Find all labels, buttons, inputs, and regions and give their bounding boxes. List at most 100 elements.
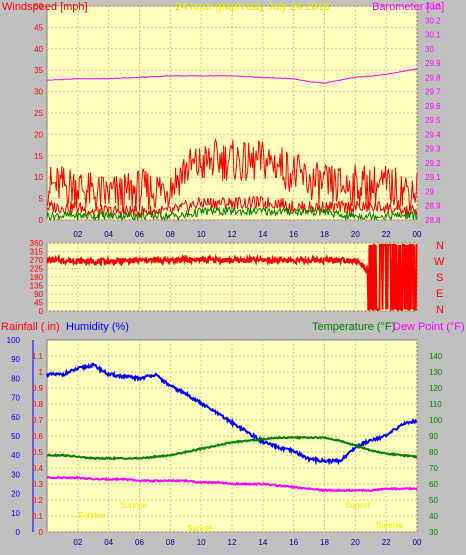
climate-time-tick-label: 10 <box>197 538 206 547</box>
windspeed-tick-label: 40 <box>34 45 43 54</box>
wind-tick-labels: 0 5 10 15 20 25 30 35 40 45 50 28.8 28.9 29 29.1 29.2 29… <box>34 2 441 239</box>
direction-tick-label: 360 <box>30 239 44 248</box>
dewpoint-axis-title: Dew Point (°F) <box>393 321 465 333</box>
temperature-line <box>46 435 418 461</box>
wind-time-tick-label: 04 <box>104 230 113 239</box>
direction-tick-label: 0 <box>39 307 44 316</box>
rainfall-tick-label: 0.3 <box>32 480 44 489</box>
barometer-tick-label: 29.8 <box>425 73 441 82</box>
sunset-annotation-2: Sunset <box>345 501 371 510</box>
climate-time-tick-label: 06 <box>135 538 144 547</box>
wind-line <box>46 195 418 218</box>
wind-series <box>46 68 418 222</box>
temperature-tick-label: 130 <box>429 368 443 377</box>
temperature-axis-title: Temperature (°F) <box>312 321 395 333</box>
wind-time-tick-label: 08 <box>166 230 175 239</box>
direction-tick-label: 45 <box>34 299 43 308</box>
sun-annotations: Sunrise Sunrise Sunset Sunset Sunrise <box>78 501 404 533</box>
compass-label-s: S <box>436 272 443 284</box>
windspeed-tick-label: 45 <box>34 23 43 32</box>
sunset-annotation-1: Sunset <box>187 524 213 533</box>
barometer-tick-label: 30.3 <box>425 2 441 11</box>
windspeed-tick-label: 15 <box>34 152 43 161</box>
graph-date-title: 24 hour graph day July 24 2016 <box>175 1 330 13</box>
wind-time-tick-label: 14 <box>258 230 267 239</box>
windspeed-tick-label: 30 <box>34 88 43 97</box>
windspeed-tick-label: 25 <box>34 109 43 118</box>
climate-time-tick-label: 14 <box>258 538 267 547</box>
direction-tick-label: 90 <box>34 290 43 299</box>
wind-time-tick-label: 22 <box>382 230 391 239</box>
climate-time-tick-label: 22 <box>382 538 391 547</box>
climate-time-tick-label: 16 <box>289 538 298 547</box>
wind-time-tick-label: 16 <box>289 230 298 239</box>
temperature-tick-label: 60 <box>429 480 438 489</box>
rainfall-tick-label: 0 <box>39 528 44 537</box>
barometer-tick-label: 29.9 <box>425 59 441 68</box>
barometer-axis-title: Barometer [.in] <box>372 1 444 13</box>
rainfall-tick-label: 0.8 <box>32 400 44 409</box>
rainfall-tick-label: 0.7 <box>32 416 44 425</box>
climate-time-tick-label: 08 <box>166 538 175 547</box>
direction-tick-label: 135 <box>30 282 44 291</box>
windspeed-tick-label: 20 <box>34 130 43 139</box>
rainfall-tick-label: 1 <box>39 368 44 377</box>
wind-time-tick-label: 12 <box>228 230 237 239</box>
windspeed-tick-label: 10 <box>34 173 43 182</box>
direction-tick-label: 315 <box>30 248 44 257</box>
wind-time-tick-label: 00 <box>413 230 422 239</box>
windspeed-tick-label: 5 <box>39 195 44 204</box>
temperature-tick-label: 80 <box>429 448 438 457</box>
direction-grid <box>47 242 418 312</box>
barometer-tick-label: 28.8 <box>425 216 441 225</box>
humidity-tick-label: 90 <box>11 355 20 364</box>
barometer-tick-label: 28.9 <box>425 202 441 211</box>
climate-time-tick-label: 02 <box>73 538 82 547</box>
climate-time-tick-label: 18 <box>320 538 329 547</box>
barometer-line <box>46 68 418 84</box>
climate-tick-labels: 010203040506070809010000.10.20.30.40.50.… <box>7 336 443 547</box>
direction-series <box>46 243 418 311</box>
barometer-tick-label: 30 <box>425 45 434 54</box>
barometer-tick-label: 30.2 <box>425 16 441 25</box>
temperature-tick-label: 140 <box>429 352 443 361</box>
wind_low-line <box>46 205 418 222</box>
barometer-tick-label: 29.4 <box>425 130 441 139</box>
climate-time-tick-label: 20 <box>351 538 360 547</box>
windspeed-axis-title: Windspeed [mph] <box>2 1 88 13</box>
climate-grid <box>32 340 418 533</box>
temperature-tick-label: 70 <box>429 464 438 473</box>
windspeed-tick-label: 35 <box>34 66 43 75</box>
humidity-tick-label: 100 <box>7 336 21 345</box>
humidity-tick-label: 30 <box>11 470 20 479</box>
windspeed-tick-label: 0 <box>39 216 44 225</box>
sunrise-annotation-3: Sunrise <box>376 521 404 530</box>
humidity-axis-title: Humidity (%) <box>66 321 129 333</box>
direction-tick-label: 270 <box>30 256 44 265</box>
rainfall-tick-label: 0.4 <box>32 464 44 473</box>
wind-direction-line <box>46 243 418 311</box>
rainfall-tick-label: 0.6 <box>32 432 44 441</box>
climate-time-tick-label: 00 <box>413 538 422 547</box>
humidity-tick-label: 80 <box>11 374 20 383</box>
wind-time-tick-label: 18 <box>320 230 329 239</box>
temperature-tick-label: 120 <box>429 384 443 393</box>
climate-series <box>46 362 418 493</box>
compass-label-w: W <box>434 256 445 268</box>
climate-time-tick-label: 04 <box>104 538 113 547</box>
wind-time-tick-label: 20 <box>351 230 360 239</box>
rainfall-tick-label: 0.1 <box>32 512 44 521</box>
direction-tick-label: 225 <box>30 265 44 274</box>
barometer-tick-label: 29.5 <box>425 116 441 125</box>
temperature-tick-label: 100 <box>429 416 443 425</box>
climate-time-tick-label: 12 <box>228 538 237 547</box>
barometer-tick-label: 29.2 <box>425 159 441 168</box>
temperature-tick-label: 40 <box>429 512 438 521</box>
wind-time-tick-label: 10 <box>197 230 206 239</box>
humidity-tick-label: 0 <box>16 528 21 537</box>
gust-line <box>46 138 418 215</box>
humidity-tick-label: 40 <box>11 451 20 460</box>
